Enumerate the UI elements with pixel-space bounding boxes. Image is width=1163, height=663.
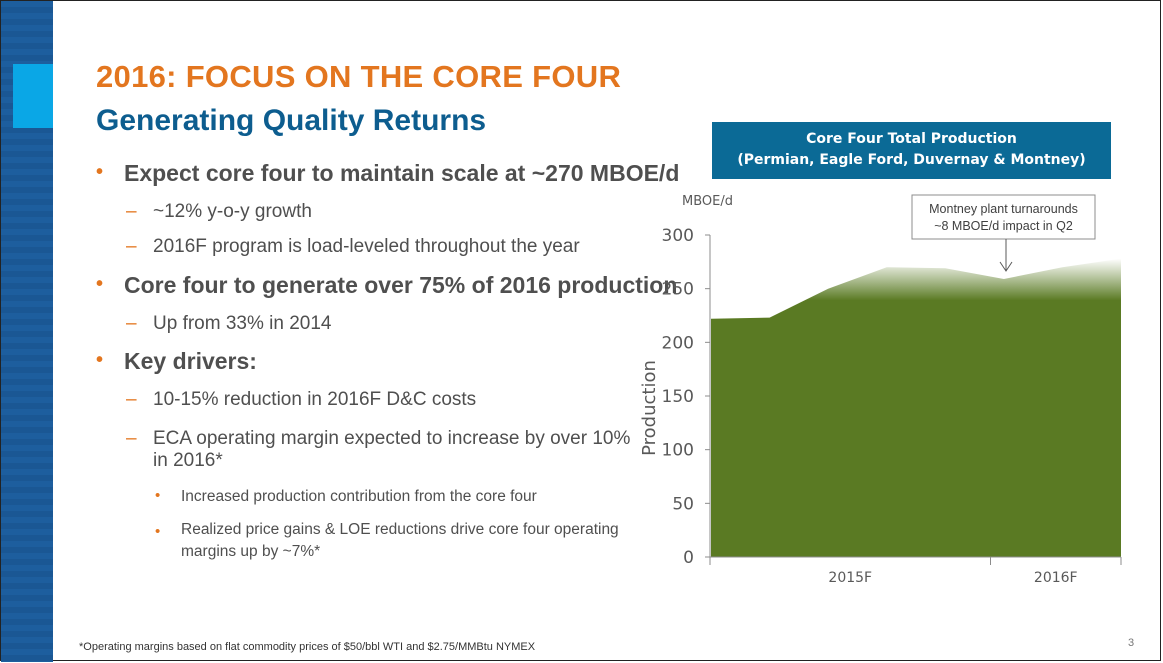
y-axis-title: Production (639, 360, 660, 456)
dash-icon: – (126, 201, 137, 222)
subbullet-text: 2016F program is load-leveled throughout… (153, 236, 580, 257)
bullet-text: Expect core four to maintain scale at ~2… (124, 160, 680, 186)
bullet-dot-icon: • (96, 349, 104, 371)
slide-title: 2016: FOCUS ON THE CORE FOUR (96, 59, 622, 94)
y-tick-label-150: 150 (662, 387, 694, 407)
subbullet-text: ECA operating margin expected to increas… (153, 428, 631, 449)
bullet-dot-icon: • (96, 161, 104, 183)
annotation-line2: ~8 MBOE/d impact in Q2 (934, 219, 1073, 233)
bullet-dot-icon: • (96, 273, 104, 295)
subbullet-program: – 2016F program is load-leveled througho… (126, 236, 580, 258)
subbullet-text: Up from 33% in 2014 (153, 313, 332, 334)
y-tick-label-0: 0 (683, 548, 694, 568)
bullet-text: Core four to generate over 75% of 2016 p… (124, 272, 678, 298)
subsubbullet-price-gains: • Realized price gains & LOE reductions … (155, 519, 619, 563)
dash-icon: – (126, 428, 137, 449)
subbullet-text-cont: in 2016* (153, 450, 223, 471)
bullet-text: Key drivers: (124, 348, 257, 374)
y-tick-label-250: 250 (662, 280, 694, 300)
bullet-scale: • Expect core four to maintain scale at … (96, 160, 680, 187)
annotation-arrow-head-icon (999, 261, 1013, 272)
unit-label: MBOE/d (682, 194, 733, 209)
bullet-production-share: • Core four to generate over 75% of 2016… (96, 272, 678, 299)
subbullet-growth: – ~12% y-o-y growth (126, 201, 312, 223)
subbullet-text: 10-15% reduction in 2016F D&C costs (153, 389, 477, 410)
footnote: *Operating margins based on flat commodi… (79, 641, 536, 653)
dash-icon: – (126, 389, 137, 410)
subbullet-text: ~12% y-o-y growth (153, 201, 312, 222)
dash-icon: – (126, 236, 137, 257)
chart-header-line2: (Permian, Eagle Ford, Duvernay & Montney… (737, 152, 1086, 168)
annotation-box (911, 194, 1096, 240)
slide-subtitle: Generating Quality Returns (96, 104, 487, 137)
bullet-dot-icon: • (155, 487, 161, 504)
production-area-chart: 0 50 100 150 200 250 300 2015F 2016F MBOE/d Produc… (639, 194, 1122, 586)
subbullet-eca-margin: – ECA operating margin expected to incre… (126, 428, 631, 472)
subsubbullet-contribution: • Increased production contribution from… (155, 487, 537, 506)
chart-header: Core Four Total Production (Permian, Eag… (712, 122, 1111, 179)
annotation-line1: Montney plant turnarounds (929, 202, 1078, 216)
bullet-dot-icon: • (155, 523, 161, 540)
y-tick-label-50: 50 (672, 494, 694, 514)
chart-header-line1: Core Four Total Production (806, 131, 1017, 147)
y-tick-label-200: 200 (662, 333, 694, 353)
subbullet-dc-costs: – 10-15% reduction in 2016F D&C costs (126, 389, 477, 411)
subsubbullet-text-cont: margins up by ~7%* (181, 543, 321, 560)
y-tick-label-300: 300 (662, 226, 694, 246)
bullet-key-drivers: • Key drivers: (96, 348, 257, 375)
dash-icon: – (126, 313, 137, 334)
x-category-label-2016F: 2016F (1034, 570, 1078, 586)
subsubbullet-text: Realized price gains & LOE reductions dr… (181, 521, 619, 538)
left-decorative-bar (1, 1, 53, 662)
y-tick-label-100: 100 (662, 441, 694, 461)
production-area (711, 258, 1121, 557)
subbullet-up-from: – Up from 33% in 2014 (126, 313, 332, 335)
subsubbullet-text: Increased production contribution from t… (181, 488, 537, 505)
left-accent-block (13, 64, 53, 128)
x-category-label-2015F: 2015F (828, 570, 872, 586)
page-number: 3 (1128, 637, 1135, 649)
